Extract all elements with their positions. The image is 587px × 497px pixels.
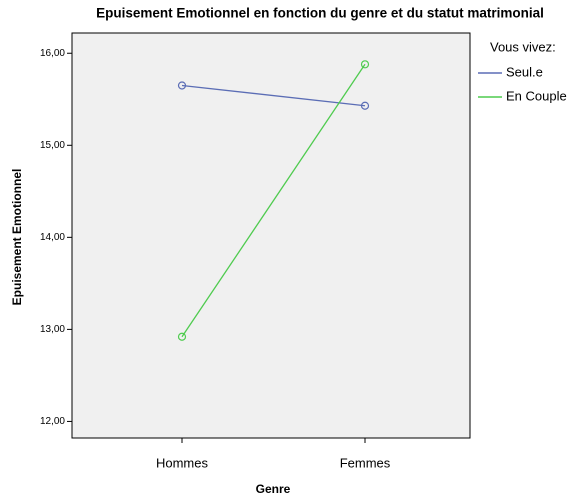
series-line — [181, 84, 366, 107]
y-tick-label: 16,00 — [40, 48, 65, 59]
y-tick-label: 12,00 — [40, 416, 65, 427]
legend-title: Vous vivez: — [490, 39, 556, 54]
y-tick-label: 15,00 — [40, 140, 65, 151]
y-axis-label: Epuisement Emotionnel — [10, 169, 24, 306]
y-tick-label: 14,00 — [40, 232, 65, 243]
point — [360, 101, 370, 110]
point — [177, 332, 187, 341]
chart-title: Epuisement Emotionnel en fonction du gen… — [96, 6, 544, 21]
legend-label: En Couple — [506, 88, 567, 103]
point — [177, 81, 187, 90]
plot-area — [71, 32, 471, 439]
series-line — [181, 63, 366, 338]
x-tick-label: Femmes — [340, 455, 391, 470]
x-axis-label: Genre — [256, 482, 291, 496]
point — [360, 60, 370, 69]
legend-label: Seul.e — [506, 64, 543, 79]
y-tick-label: 13,00 — [40, 324, 65, 335]
x-tick-label: Hommes — [156, 455, 209, 470]
